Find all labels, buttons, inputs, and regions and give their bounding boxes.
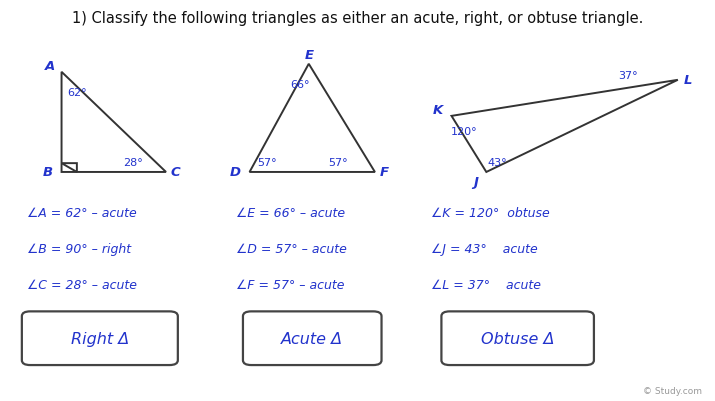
Text: J: J	[473, 176, 478, 189]
FancyBboxPatch shape	[22, 312, 178, 365]
Text: F: F	[380, 166, 389, 179]
Text: ∠B = 90° – right: ∠B = 90° – right	[26, 242, 131, 255]
Text: B: B	[43, 166, 53, 179]
Text: ∠J = 43°    acute: ∠J = 43° acute	[430, 242, 538, 255]
Text: © Study.com: © Study.com	[644, 387, 702, 395]
Text: ∠A = 62° – acute: ∠A = 62° – acute	[26, 206, 137, 219]
Text: 62°: 62°	[67, 87, 87, 97]
Text: 1) Classify the following triangles as either an acute, right, or obtuse triangl: 1) Classify the following triangles as e…	[72, 11, 644, 26]
Text: D: D	[230, 166, 241, 179]
FancyBboxPatch shape	[441, 312, 594, 365]
Text: ∠F = 57° – acute: ∠F = 57° – acute	[236, 278, 344, 291]
FancyBboxPatch shape	[243, 312, 382, 365]
Text: C: C	[171, 166, 181, 179]
Text: 66°: 66°	[291, 80, 310, 89]
Text: 57°: 57°	[328, 158, 347, 168]
Text: 37°: 37°	[618, 71, 638, 81]
Text: 28°: 28°	[123, 158, 142, 168]
Text: Right Δ: Right Δ	[71, 331, 129, 346]
Text: 57°: 57°	[257, 158, 277, 168]
Text: ∠L = 37°    acute: ∠L = 37° acute	[430, 278, 541, 291]
Text: L: L	[684, 74, 692, 87]
Text: K: K	[433, 104, 443, 117]
Text: ∠K = 120°  obtuse: ∠K = 120° obtuse	[430, 206, 549, 219]
Text: E: E	[305, 49, 313, 62]
Text: A: A	[45, 60, 56, 73]
Text: ∠D = 57° – acute: ∠D = 57° – acute	[236, 242, 347, 255]
Text: Obtuse Δ: Obtuse Δ	[481, 331, 554, 346]
Text: 120°: 120°	[450, 127, 478, 137]
Text: ∠E = 66° – acute: ∠E = 66° – acute	[236, 206, 345, 219]
Text: 43°: 43°	[487, 158, 507, 168]
Text: Acute Δ: Acute Δ	[281, 331, 343, 346]
Text: ∠C = 28° – acute: ∠C = 28° – acute	[26, 278, 137, 291]
